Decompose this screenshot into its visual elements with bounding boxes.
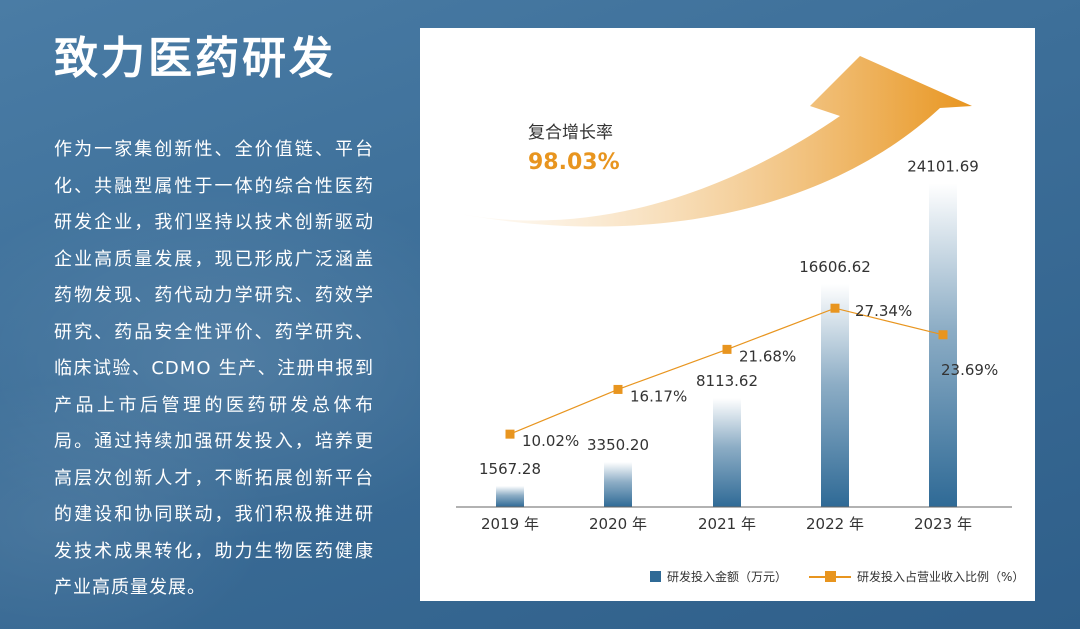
bar-3 (713, 398, 741, 507)
chart-svg: 1567.28 3350.20 8113.62 16606.62 24101.69 10… (455, 56, 1012, 533)
bar-value-label-2: 3350.20 (587, 436, 649, 454)
growth-arrow (455, 56, 972, 227)
bar-2 (604, 462, 632, 507)
bar-value-label-4: 16606.62 (799, 258, 871, 276)
legend-line-label: 研发投入占营业收入比例（%） (857, 570, 1025, 584)
legend-line-swatch (809, 571, 852, 582)
x-tick-label-5: 2023 年 (914, 515, 972, 533)
bar-5 (929, 183, 957, 508)
x-tick-label-3: 2021 年 (698, 515, 756, 533)
bar-1 (496, 485, 524, 507)
line-point-2 (613, 384, 623, 394)
legend: 研发投入金额（万元） 研发投入占营业收入比例（%） (650, 568, 1024, 585)
x-tick-label-2: 2020 年 (589, 515, 647, 533)
x-tick-label-1: 2019 年 (481, 515, 539, 533)
line-point-4 (830, 303, 840, 313)
page-title: 致力医药研发 (54, 33, 336, 84)
bar-value-label-5: 24101.69 (907, 157, 979, 175)
x-tick-label-4: 2022 年 (806, 515, 864, 533)
line-value-label-2: 16.17% (630, 387, 687, 405)
legend-bar-label: 研发投入金额（万元） (667, 570, 788, 584)
intro-paragraph: 作为一家集创新性、全价值链、平台化、共融型属性于一体的综合性医药研发企业，我们坚… (54, 139, 374, 598)
line-value-label-3: 21.68% (739, 347, 796, 365)
bar-value-label-1: 1567.28 (479, 460, 541, 478)
bar-4 (821, 284, 849, 507)
cagr-label: 复合增长率 (528, 123, 613, 143)
line-value-label-1: 10.02% (522, 432, 579, 450)
line-point-3 (722, 344, 732, 354)
cagr-value: 98.03% (528, 150, 620, 175)
bar-value-label-3: 8113.62 (696, 372, 758, 390)
line-value-label-5: 23.69% (941, 361, 998, 379)
line-point-1 (505, 429, 515, 439)
chart-card: 1567.28 3350.20 8113.62 16606.62 24101.69 10… (420, 28, 1035, 601)
line-point-5 (938, 330, 948, 340)
line-value-label-4: 27.34% (855, 302, 912, 320)
legend-bar-swatch (650, 571, 661, 582)
